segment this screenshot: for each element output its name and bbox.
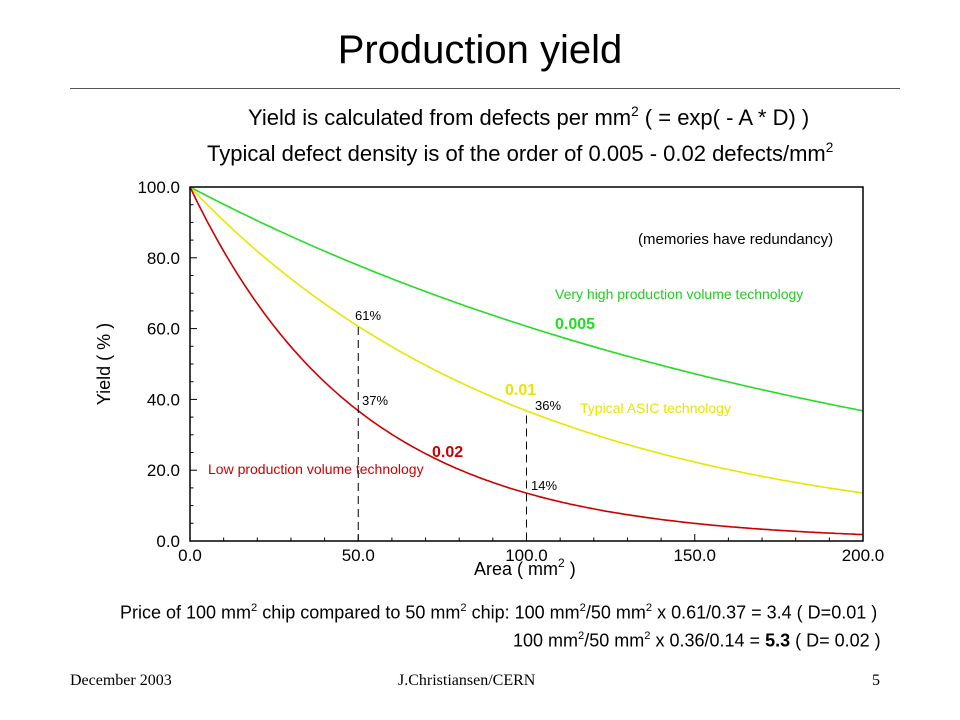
data-point [441,461,443,463]
data-point [526,410,527,412]
data-point [526,492,527,494]
price-text: /50 mm [584,630,645,651]
formula-expression: ( = exp( - A * D) ) [638,104,810,130]
tech-label-high-volume: Very high production volume technology [555,286,803,302]
tick-labels: 0.0 50.0 100.0 150.0 200.00.020.040.060.080.… [137,178,884,565]
data-point [694,522,696,524]
annotation-37: 37% [362,393,388,408]
data-point [778,392,780,394]
axis-ticks [189,186,864,542]
label-d-002: 0.02 [432,444,463,461]
label-d-001: 0.01 [505,382,536,399]
footer-page-number: 5 [872,672,880,689]
price-text: 100 mm [513,630,579,651]
data-point [357,264,359,266]
y-tick-label: 60.0 [147,320,180,339]
superscript: 2 [579,602,586,614]
yield-formula-line: Yield is calculated from defects per mm2… [248,104,809,131]
price-text: chip compared to 50 mm [257,602,461,623]
x-axis-label: Area ( mm2 ) [474,556,576,579]
superscript: 2 [645,602,653,614]
superscript: 2 [460,602,467,614]
x-tick-label: 200.0 [842,546,885,565]
x-tick-label: 0.0 [178,546,202,565]
title-divider [70,88,900,89]
price-result: 5.3 [765,630,791,651]
data-point [694,461,696,463]
y-tick-label: 100.0 [137,178,180,197]
label-d-0005: 0.005 [555,316,595,333]
price-text: chip: 100 mm [466,602,580,623]
price-text: Price of 100 mm [120,602,252,623]
data-point [526,325,527,327]
y-tick-label: 80.0 [147,249,180,268]
x-tick-label: 100.0 [505,546,548,565]
data-point [778,478,780,480]
y-tick-label: 20.0 [147,461,180,480]
price-line-1: Price of 100 mm2 chip compared to 50 mm2… [120,602,877,623]
price-text: ( D= 0.02 ) [790,630,881,651]
data-point [441,297,443,299]
data-point [610,438,612,440]
data-point [610,351,612,353]
data-point [441,373,443,375]
superscript: 2 [578,630,585,642]
data-point [357,325,359,327]
data-point [778,529,780,531]
annotation-14: 14% [531,478,557,493]
curve-layer [189,186,864,536]
defect-density-text: Typical defect density is of the order o… [207,140,826,166]
price-text: x 0.61/0.37 = 3.4 ( D=0.01 ) [652,602,878,623]
data-point [273,228,275,230]
superscript: 2 [825,140,834,155]
redundancy-note: (memories have redundancy) [638,231,833,248]
x-tick-label: 50.0 [342,546,375,565]
superscript: 2 [251,602,258,614]
tech-label-low-volume: Low production volume technology [208,461,424,477]
footer-author: J.Christiansen/CERN [398,672,536,689]
x-tick-label: 150.0 [673,546,716,565]
data-point [610,511,612,513]
tech-label-typical-asic: Typical ASIC technology [580,400,731,416]
superscript: 2 [631,104,639,119]
data-point [273,325,275,327]
y-tick-label: 40.0 [147,390,180,409]
price-text: x 0.36/0.14 = [650,630,766,651]
price-line-2: 100 mm2/50 mm2 x 0.36/0.14 = 5.3 ( D= 0.… [513,630,881,651]
defect-density-line: Typical defect density is of the order o… [207,140,833,167]
slide-title: Production yield [337,28,623,72]
marker-layer [357,327,527,541]
annotation-61: 61% [355,308,381,323]
superscript: 2 [644,630,651,642]
annotation-36: 36% [535,398,561,413]
data-point [694,373,696,375]
data-point [273,264,275,266]
y-axis-label: Yield ( % ) [94,323,114,405]
price-text: /50 mm [585,602,646,623]
footer-date: December 2003 [70,672,172,689]
formula-text: Yield is calculated from defects per mm [248,104,632,130]
y-tick-label: 0.0 [156,532,180,551]
